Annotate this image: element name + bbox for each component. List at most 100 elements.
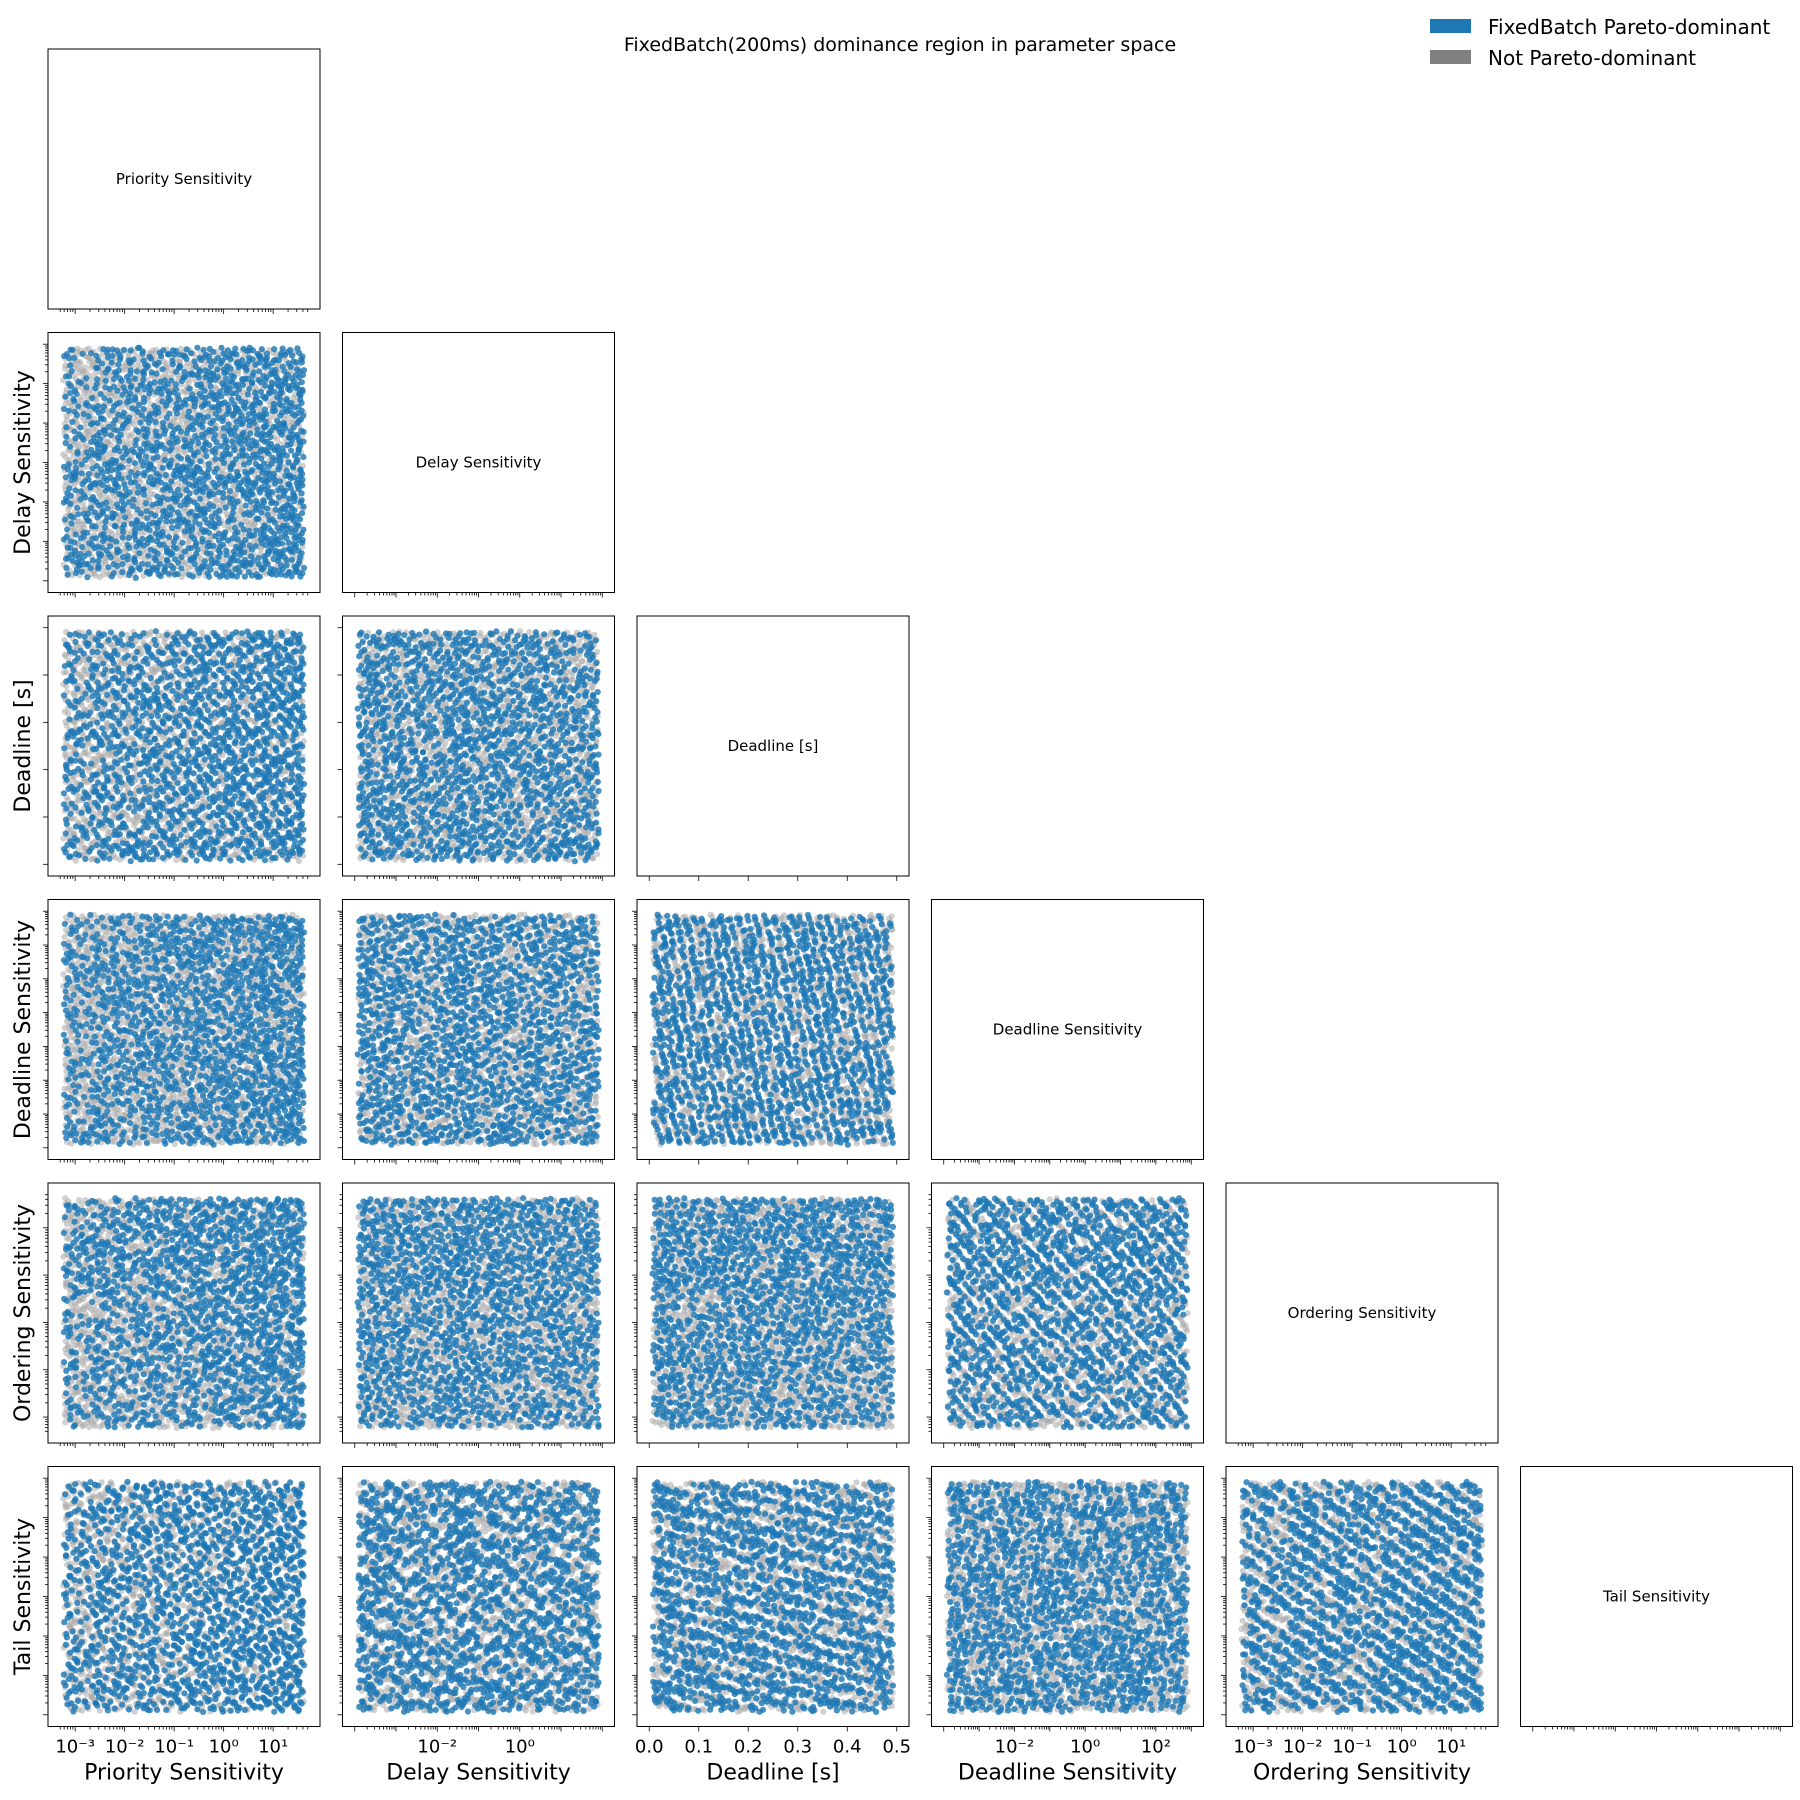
point-not-dominant [182, 559, 188, 565]
point-not-dominant [85, 428, 91, 434]
point-dominant [67, 444, 73, 450]
point-dominant [63, 565, 69, 571]
point-dominant [246, 354, 252, 360]
point-dominant [65, 466, 71, 472]
point-dominant [64, 351, 70, 357]
point-dominant [209, 390, 215, 396]
point-dominant [174, 523, 180, 529]
point-dominant [71, 515, 77, 521]
point-dominant [192, 561, 198, 567]
point-dominant [79, 569, 85, 575]
point-dominant [209, 514, 215, 520]
point-dominant [240, 346, 246, 352]
point-dominant [288, 441, 294, 447]
point-dominant [93, 365, 99, 371]
point-dominant [103, 378, 109, 384]
point-dominant [217, 574, 223, 580]
point-dominant [93, 439, 99, 445]
point-dominant [95, 566, 101, 572]
point-dominant [268, 385, 274, 391]
point-dominant [66, 373, 72, 379]
point-dominant [89, 542, 95, 548]
point-dominant [243, 502, 249, 508]
point-dominant [126, 535, 132, 541]
point-dominant [169, 434, 175, 440]
point-dominant [178, 428, 184, 434]
point-dominant [102, 525, 108, 531]
point-dominant [129, 567, 135, 573]
point-dominant [157, 542, 163, 548]
point-dominant [241, 526, 247, 532]
point-dominant [145, 561, 151, 567]
point-dominant [301, 367, 307, 373]
point-dominant [287, 472, 293, 478]
point-dominant [86, 551, 92, 557]
point-dominant [95, 558, 101, 564]
point-dominant [294, 367, 300, 373]
point-dominant [231, 443, 237, 449]
point-dominant [137, 525, 143, 531]
point-dominant [279, 390, 285, 396]
point-dominant [109, 467, 115, 473]
point-not-dominant [77, 359, 83, 365]
point-dominant [111, 477, 117, 483]
point-dominant [262, 560, 268, 566]
point-dominant [164, 415, 170, 421]
point-dominant [120, 422, 126, 428]
point-dominant [63, 556, 69, 562]
point-not-dominant [60, 451, 66, 457]
point-dominant [67, 390, 73, 396]
point-dominant [249, 547, 255, 553]
point-dominant [146, 553, 152, 559]
point-dominant [79, 470, 85, 476]
point-dominant [79, 481, 85, 487]
point-dominant [237, 552, 243, 558]
point-dominant [220, 490, 226, 496]
point-dominant [69, 368, 75, 374]
point-dominant [258, 510, 264, 516]
point-dominant [116, 471, 122, 477]
point-dominant [168, 457, 174, 463]
point-dominant [106, 424, 112, 430]
point-dominant [64, 526, 70, 532]
point-dominant [266, 390, 272, 396]
point-dominant [200, 434, 206, 440]
point-dominant [279, 422, 285, 428]
point-dominant [166, 484, 172, 490]
point-dominant [271, 401, 277, 407]
point-dominant [213, 446, 219, 452]
point-dominant [144, 508, 150, 514]
point-dominant [168, 478, 174, 484]
point-dominant [95, 357, 101, 363]
point-dominant [259, 346, 265, 352]
point-dominant [178, 455, 184, 461]
point-dominant [90, 465, 96, 471]
point-dominant [292, 453, 298, 459]
point-dominant [85, 517, 91, 523]
point-dominant [156, 571, 162, 577]
point-dominant [271, 346, 277, 352]
point-dominant [123, 491, 129, 497]
point-dominant [177, 503, 183, 509]
legend-label-not-dominant: Not Pareto-dominant [1488, 46, 1696, 70]
point-dominant [79, 544, 85, 550]
point-dominant [128, 367, 134, 373]
point-dominant [80, 351, 86, 357]
x-ticks [60, 309, 308, 314]
point-dominant [63, 434, 69, 440]
point-dominant [222, 484, 228, 490]
point-dominant [200, 482, 206, 488]
point-dominant [172, 474, 178, 480]
point-dominant [249, 467, 255, 473]
point-dominant [223, 504, 229, 510]
point-dominant [268, 528, 274, 534]
point-dominant [257, 400, 263, 406]
point-dominant [223, 548, 229, 554]
point-dominant [75, 403, 81, 409]
point-dominant [143, 500, 149, 506]
point-dominant [215, 515, 221, 521]
point-dominant [70, 396, 76, 402]
point-dominant [202, 447, 208, 453]
point-dominant [119, 535, 125, 541]
point-dominant [208, 363, 214, 369]
